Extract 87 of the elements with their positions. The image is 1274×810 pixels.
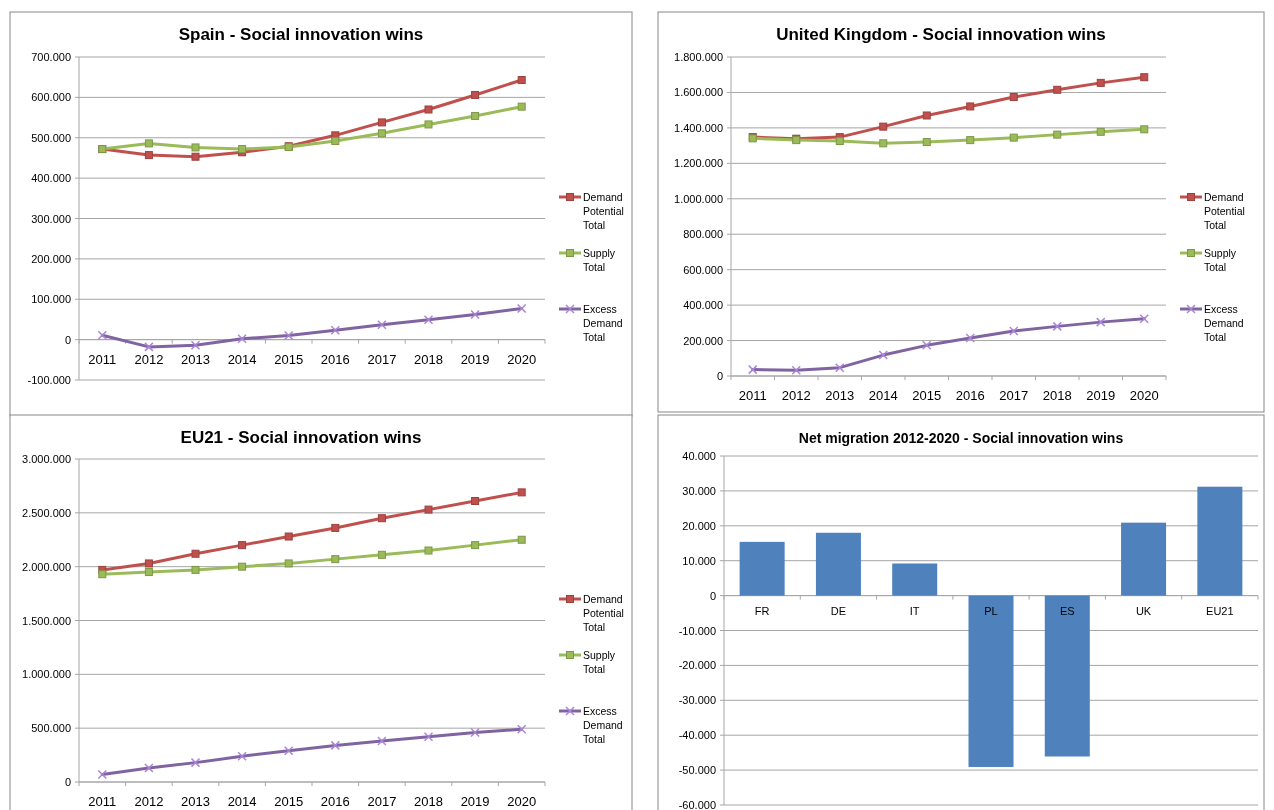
legend-label: Excess Demand Total	[583, 705, 623, 745]
x-tick-label: 2020	[1129, 388, 1159, 403]
x-tick-label: FR	[754, 604, 770, 617]
y-tick-label: 500.000	[31, 722, 71, 735]
x-tick-label: 2016	[320, 794, 350, 809]
y-tick-label: -10.000	[678, 624, 716, 637]
legend-label: Supply Total	[583, 649, 616, 675]
y-tick-label: 1.200.000	[674, 157, 723, 170]
x-tick-label: 2017	[999, 388, 1029, 403]
x-tick-label: 2012	[134, 794, 164, 809]
chart-title: Net migration 2012-2020 - Social innovation wins	[798, 430, 1124, 446]
legend-label: Supply Total	[583, 247, 616, 273]
legend-label: Excess Demand Total	[1204, 303, 1244, 343]
x-tick-label: 2016	[955, 388, 985, 403]
x-tick-label: 2017	[367, 351, 397, 367]
x-tick-label: IT	[909, 604, 920, 617]
y-tick-label: 1.000.000	[674, 192, 723, 205]
x-tick-label: 2015	[274, 794, 304, 809]
y-tick-label: 1.500.000	[22, 614, 71, 627]
y-tick-label: 2.500.000	[22, 506, 71, 519]
y-tick-label: -40.000	[678, 729, 716, 742]
x-tick-label: 2011	[738, 388, 767, 403]
y-tick-label: 600.000	[31, 91, 71, 104]
y-tick-label: 1.400.000	[674, 121, 723, 134]
y-tick-label: 1.000.000	[22, 668, 71, 681]
x-tick-label: 2019	[460, 794, 490, 809]
x-tick-label: EU21	[1206, 604, 1234, 617]
y-tick-label: 400.000	[683, 299, 723, 312]
x-tick-label: ES	[1059, 604, 1075, 617]
x-tick-label: 2012	[134, 351, 164, 367]
y-tick-label: -20.000	[678, 659, 716, 672]
y-tick-label: 500.000	[31, 131, 71, 144]
x-tick-label: 2013	[825, 388, 855, 403]
legend-label: Supply Total	[1204, 247, 1237, 273]
y-tick-label: 300.000	[31, 212, 71, 225]
legend-label: Demand Potential Total	[583, 593, 624, 633]
x-tick-label: 2013	[181, 794, 210, 809]
x-tick-label: 2012	[781, 388, 811, 403]
x-tick-label: 2018	[414, 351, 443, 367]
y-tick-label: 0	[709, 589, 716, 602]
y-tick-label: 600.000	[683, 263, 723, 276]
y-tick-label: 1.800.000	[674, 51, 723, 63]
y-tick-label: 20.000	[682, 519, 716, 532]
chart-title: EU21 - Social innovation wins	[180, 428, 422, 447]
x-tick-label: 2014	[227, 794, 257, 809]
x-tick-label: DE	[830, 604, 847, 617]
y-tick-label: 200.000	[31, 252, 71, 265]
x-tick-label: 2019	[460, 351, 490, 367]
x-tick-label: 2018	[1042, 388, 1072, 403]
y-tick-label: 3.000.000	[22, 453, 71, 465]
y-tick-label: 0	[64, 776, 71, 788]
x-tick-label: 2020	[507, 351, 537, 367]
y-tick-label: 30.000	[682, 484, 716, 497]
y-tick-label: 200.000	[683, 334, 723, 347]
y-tick-label: 0	[716, 370, 723, 382]
legend-label: Demand Potential Total	[1204, 191, 1245, 231]
y-tick-label: 1.600.000	[674, 86, 723, 99]
x-tick-label: 2014	[868, 388, 898, 403]
y-tick-label: -50.000	[678, 764, 716, 777]
x-tick-label: PL	[984, 604, 998, 617]
x-tick-label: 2020	[507, 794, 537, 809]
x-tick-label: 2011	[88, 794, 117, 809]
x-tick-label: 2016	[320, 351, 350, 367]
x-tick-label: 2017	[367, 794, 397, 809]
y-tick-label: -100.000	[27, 374, 71, 386]
y-tick-label: 10.000	[682, 554, 716, 567]
x-tick-label: 2014	[227, 351, 257, 367]
x-tick-label: 2019	[1086, 388, 1116, 403]
y-tick-label: 400.000	[31, 172, 71, 185]
y-tick-label: 700.000	[31, 51, 71, 63]
y-tick-label: 0	[64, 333, 71, 346]
y-tick-label: 40.000	[682, 450, 716, 462]
chart-title: Spain - Social innovation wins	[178, 25, 424, 44]
legend-label: Excess Demand Total	[583, 303, 623, 343]
x-tick-label: UK	[1135, 604, 1152, 617]
y-tick-label: 800.000	[683, 228, 723, 241]
x-tick-label: 2015	[274, 351, 304, 367]
legend-label: Demand Potential Total	[583, 191, 624, 231]
x-tick-label: 2015	[912, 388, 942, 403]
x-tick-label: 2013	[181, 351, 210, 367]
y-tick-label: 100.000	[31, 293, 71, 306]
y-tick-label: -30.000	[678, 694, 716, 707]
chart-title: United Kingdom - Social innovation wins	[776, 25, 1106, 44]
y-tick-label: 2.000.000	[22, 560, 71, 573]
x-tick-label: 2011	[88, 351, 117, 367]
y-tick-label: -60.000	[678, 799, 716, 810]
x-tick-label: 2018	[414, 794, 443, 809]
